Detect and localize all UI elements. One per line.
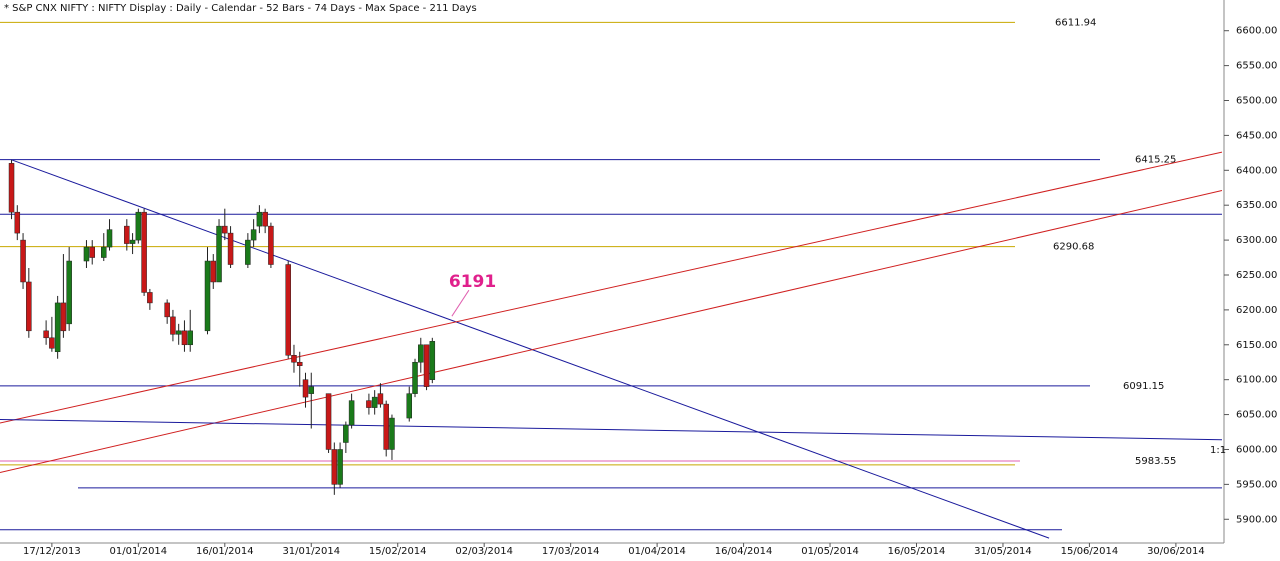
candle-body [302,379,309,398]
x-tick-label: 16/04/2014 [715,546,773,557]
candle-body [175,330,182,335]
candle-body [14,211,21,234]
candle-body [147,292,153,304]
candle-body [423,344,430,387]
candle-body [222,225,228,234]
note: 1:1 [1210,445,1226,456]
y-tick-label: 6500.00 [1236,96,1277,107]
candle-body [164,302,170,318]
y-tick-label: 6050.00 [1236,410,1277,421]
trendline [0,190,1223,473]
candle-body [66,260,72,325]
candle-body [371,396,378,408]
candle-body [348,400,355,426]
candle-body [106,229,113,248]
trendline [0,151,1223,424]
candle-body [383,403,389,450]
annotation: 6191 [449,272,496,292]
y-tick-label: 5950.00 [1236,479,1277,490]
candle-body [170,316,176,335]
candle-body [204,260,211,332]
trendline [0,418,1223,441]
y-tick-label: 6450.00 [1236,130,1277,141]
candle-body [429,341,436,380]
y-tick-label: 6100.00 [1236,375,1277,386]
candle-body [129,239,136,244]
candle-body [389,417,395,450]
x-tick-label: 30/06/2014 [1147,546,1205,557]
y-tick-label: 6550.00 [1236,61,1277,72]
candle-body [227,232,234,265]
x-tick-label: 02/03/2014 [455,546,513,557]
candle-body [268,225,274,265]
candle-body [89,246,95,258]
candle-body [406,393,413,419]
candle-body [366,400,372,408]
x-tick-label: 16/05/2014 [888,546,946,557]
candle-body [412,361,418,394]
candle-body [8,163,15,213]
candle-body [262,211,268,227]
candle-body [135,211,142,241]
candle-body [418,344,424,363]
y-tick-label: 6150.00 [1236,340,1277,351]
level-label: 6091.15 [1123,381,1164,392]
candle-body [43,330,49,339]
candle-body [245,239,251,265]
x-tick-label: 15/06/2014 [1061,546,1119,557]
x-tick-label: 01/01/2014 [110,546,168,557]
x-tick-label: 01/05/2014 [801,546,859,557]
candle-body [331,449,338,485]
x-tick-label: 31/05/2014 [974,546,1032,557]
candle-body [337,449,343,485]
candle-body [377,393,384,405]
annotation-pointer [451,289,470,317]
y-tick-label: 6000.00 [1236,444,1277,455]
candle-body [291,355,297,363]
y-tick-label: 5900.00 [1236,514,1277,525]
candle-body [250,229,257,241]
candle-body [54,302,61,353]
candle-body [124,225,130,244]
candle-body [308,386,315,394]
candle-body [26,281,32,332]
candle-body [216,225,222,283]
level-label: 6611.94 [1055,17,1096,28]
candle-body [325,393,332,450]
x-tick-label: 15/02/2014 [369,546,427,557]
x-tick-label: 16/01/2014 [196,546,254,557]
chart-title: * S&P CNX NIFTY : NIFTY Display : Daily … [4,3,477,14]
candle-body [285,264,291,356]
y-tick-label: 6600.00 [1236,26,1277,37]
candle-body [101,246,107,258]
x-tick-label: 17/03/2014 [542,546,600,557]
candle-body [187,330,193,346]
level-label: 5983.55 [1135,456,1176,467]
candle-body [20,239,26,283]
candle-body [60,302,67,332]
candle-body [49,337,55,349]
candle-body [210,260,217,283]
x-tick-label: 17/12/2013 [23,546,81,557]
candle-body [296,361,303,366]
level-label: 6415.25 [1135,155,1176,166]
level-label: 6290.68 [1053,242,1094,253]
candle-body [256,211,263,227]
trendline [11,159,1050,539]
candle-body [83,246,90,262]
candle-body [343,424,349,443]
y-tick-label: 6350.00 [1236,200,1277,211]
x-tick-label: 31/01/2014 [282,546,340,557]
candle-body [181,330,188,346]
y-tick-label: 6300.00 [1236,235,1277,246]
x-tick-label: 01/04/2014 [628,546,686,557]
candle-body [141,211,147,293]
y-tick-label: 6400.00 [1236,165,1277,176]
y-tick-label: 6200.00 [1236,305,1277,316]
y-tick-label: 6250.00 [1236,270,1277,281]
